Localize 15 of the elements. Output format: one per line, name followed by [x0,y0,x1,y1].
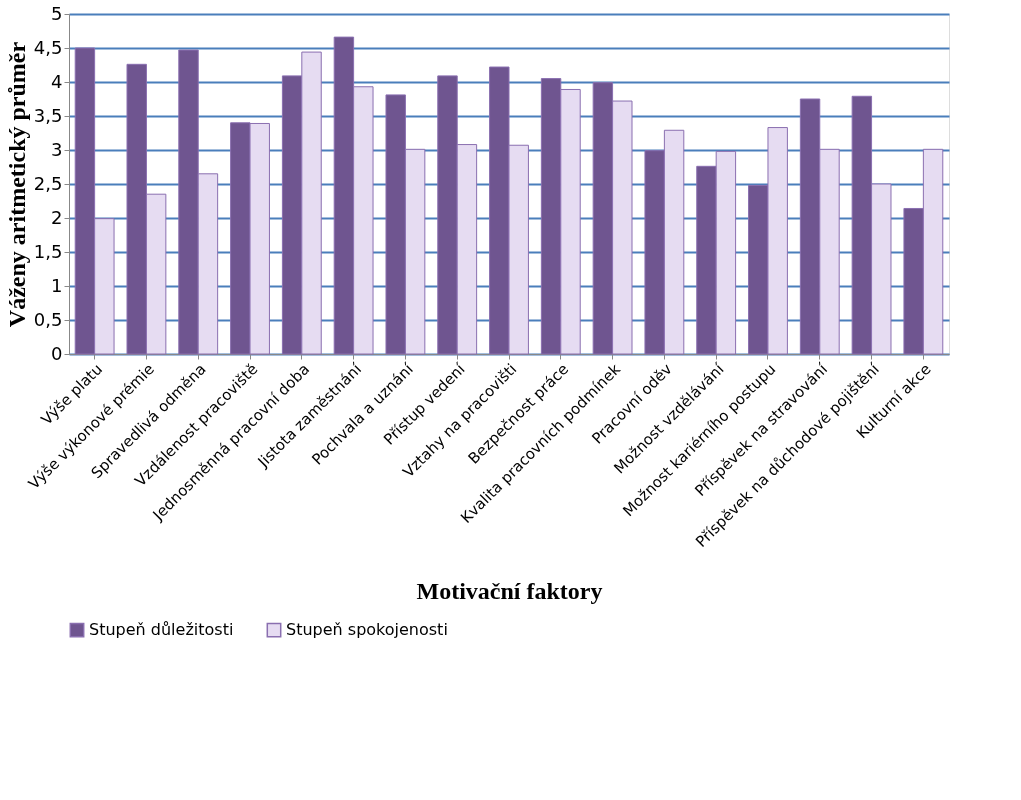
legend-label: Stupeň spokojenosti [286,620,448,640]
y-tick-label: 4 [51,70,63,92]
y-tick-label: 0 [51,342,63,364]
y-tick-label: 1,5 [33,240,63,262]
y-tick-label: 3,5 [33,104,63,126]
y-tick-label: 4,5 [33,36,63,58]
y-tick-label: 5 [51,2,63,24]
y-tick-label: 2 [51,206,63,228]
y-tick-label: 1 [51,274,63,296]
y-tick-label: 2,5 [33,172,63,194]
y-tick-label: 0,5 [33,308,63,330]
y-tick-label: 3 [51,138,63,160]
y-axis-title: Váženy aritmetický průměr [3,41,30,328]
x-axis-title: Motivační faktory [416,578,603,605]
legend-label: Stupeň důležitosti [89,620,234,640]
